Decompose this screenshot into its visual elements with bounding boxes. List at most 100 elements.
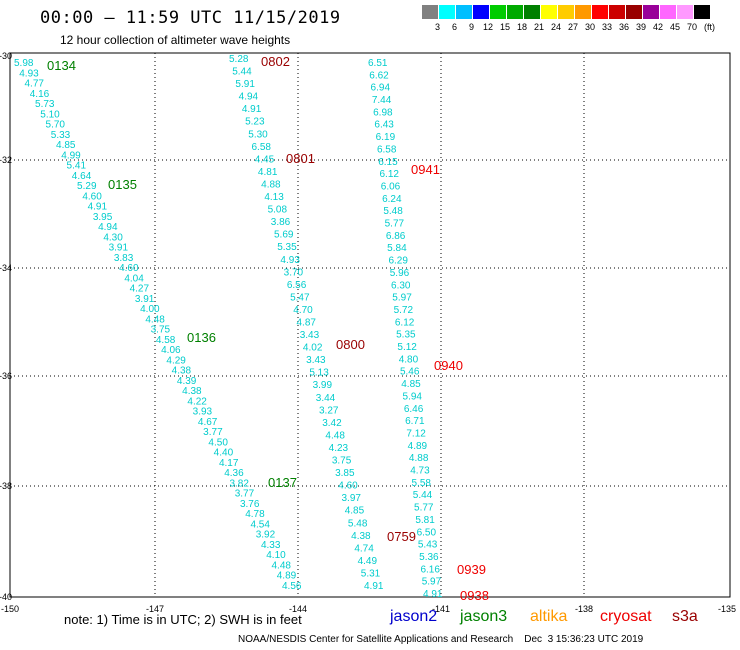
wave-height-value: 3.43 <box>300 330 320 341</box>
wave-height-value: 4.48 <box>271 560 291 571</box>
wave-height-value: 4.99 <box>61 150 81 161</box>
wave-height-value: 3.82 <box>229 478 249 489</box>
wave-height-value: 4.33 <box>261 540 281 551</box>
lon-tick-label: -144 <box>289 604 307 614</box>
wave-height-value: 5.77 <box>385 219 405 230</box>
wave-height-value: 6.15 <box>378 157 398 168</box>
legend-label: 42 <box>653 22 664 32</box>
pass-time-label: 0137 <box>268 475 297 490</box>
legend-unit: (ft) <box>704 22 715 32</box>
wave-height-value: 5.98 <box>14 58 34 69</box>
wave-height-value: 4.88 <box>409 453 429 464</box>
wave-height-value: 4.64 <box>72 171 92 182</box>
wave-height-value: 4.17 <box>219 458 239 469</box>
color-legend-labels: 3 6 9 12 15 18 21 24 27 30 33 36 39 42 45 70 (ft) <box>422 22 740 34</box>
legend-label: 39 <box>636 22 647 32</box>
wave-height-value: 5.97 <box>422 577 442 588</box>
wave-height-value: 5.44 <box>232 67 252 78</box>
wave-height-value: 4.45 <box>255 154 275 165</box>
legend-swatch <box>626 5 643 19</box>
legend-swatch <box>490 5 507 19</box>
wave-height-value: 5.73 <box>35 99 55 110</box>
wave-height-value: 4.36 <box>224 468 244 479</box>
wave-height-value: 5.12 <box>397 342 417 353</box>
wave-height-value: 6.16 <box>420 564 440 575</box>
wave-height-value: 4.93 <box>19 68 39 79</box>
wave-height-value: 4.81 <box>258 167 278 178</box>
wave-height-value: 3.75 <box>332 456 352 467</box>
wave-height-value: 4.87 <box>297 318 317 329</box>
wave-height-value: 3.91 <box>109 243 129 254</box>
legend-label: 33 <box>602 22 613 32</box>
wave-height-value: 4.00 <box>140 304 160 315</box>
wave-height-value: 6.06 <box>381 181 401 192</box>
wave-height-value: 4.91 <box>88 202 108 213</box>
wave-height-value: 5.31 <box>361 568 381 579</box>
wave-height-value: 4.22 <box>187 396 207 407</box>
wave-height-value: 6.62 <box>369 70 389 81</box>
wave-height-value: 6.46 <box>404 404 424 415</box>
satellite-label-s3a: s3a <box>672 608 698 625</box>
legend-swatch <box>575 5 592 19</box>
wave-height-value: 4.58 <box>156 335 176 346</box>
wave-height-value: 4.78 <box>245 509 265 520</box>
wave-height-value: 5.35 <box>277 242 297 253</box>
lat-tick-label: -32 <box>0 155 12 165</box>
wave-height-value: 4.60 <box>119 263 139 274</box>
legend-swatch <box>541 5 558 19</box>
lat-tick-label: -30 <box>0 51 12 61</box>
wave-height-value: 5.41 <box>67 161 87 172</box>
wave-height-value: 6.12 <box>380 169 400 180</box>
wave-height-value: 4.27 <box>130 284 150 295</box>
wave-height-value: 4.67 <box>198 417 218 428</box>
wave-height-value: 5.96 <box>390 268 410 279</box>
wave-height-value: 4.85 <box>401 379 421 390</box>
legend-label: 15 <box>500 22 511 32</box>
wave-height-value: 4.60 <box>338 481 358 492</box>
wave-height-value: 4.06 <box>161 345 181 356</box>
wave-height-value: 6.24 <box>382 194 402 205</box>
wave-height-value: 4.91 <box>242 104 262 115</box>
legend-swatch <box>456 5 473 19</box>
wave-height-value: 4.73 <box>410 466 430 477</box>
wave-height-value: 6.43 <box>374 120 394 131</box>
legend-swatch <box>524 5 541 19</box>
wave-height-value: 5.44 <box>413 490 433 501</box>
wave-height-value: 4.30 <box>103 232 123 243</box>
wave-height-value: 3.85 <box>335 468 355 479</box>
legend-label: 12 <box>483 22 494 32</box>
wave-height-value: 5.81 <box>415 515 435 526</box>
wave-height-value: 5.72 <box>394 305 414 316</box>
wave-height-value: 3.99 <box>313 380 333 391</box>
legend-swatch <box>473 5 490 19</box>
legend-swatch <box>422 5 439 19</box>
pass-time-label: 0135 <box>108 177 137 192</box>
wave-height-value: 5.43 <box>418 540 438 551</box>
lon-tick-label: -138 <box>575 604 593 614</box>
legend-label: 36 <box>619 22 630 32</box>
wave-height-value: 4.94 <box>98 222 118 233</box>
wave-height-value: 4.04 <box>124 273 144 284</box>
wave-height-value: 3.70 <box>284 267 304 278</box>
wave-height-value: 4.60 <box>82 191 102 202</box>
wave-height-value: 5.58 <box>411 478 431 489</box>
wave-height-value: 5.69 <box>274 230 294 241</box>
pass-time-label: 0136 <box>187 330 216 345</box>
lon-tick-label: -147 <box>146 604 164 614</box>
wave-height-value: 5.10 <box>40 109 60 120</box>
lon-tick-label: -141 <box>432 604 450 614</box>
pass-time-label: 0802 <box>261 54 290 69</box>
wave-height-value: 3.76 <box>240 499 260 510</box>
lon-tick-label: -135 <box>718 604 736 614</box>
wave-height-value: 6.86 <box>386 231 406 242</box>
wave-height-value: 5.48 <box>348 518 368 529</box>
wave-height-value: 4.50 <box>208 437 228 448</box>
legend-label: 9 <box>469 22 475 32</box>
wave-height-value: 4.23 <box>329 443 349 454</box>
pass-time-label: 0938 <box>460 588 489 603</box>
lat-tick-label: -40 <box>0 592 12 602</box>
wave-height-value: 4.13 <box>264 192 284 203</box>
color-legend <box>422 5 711 19</box>
